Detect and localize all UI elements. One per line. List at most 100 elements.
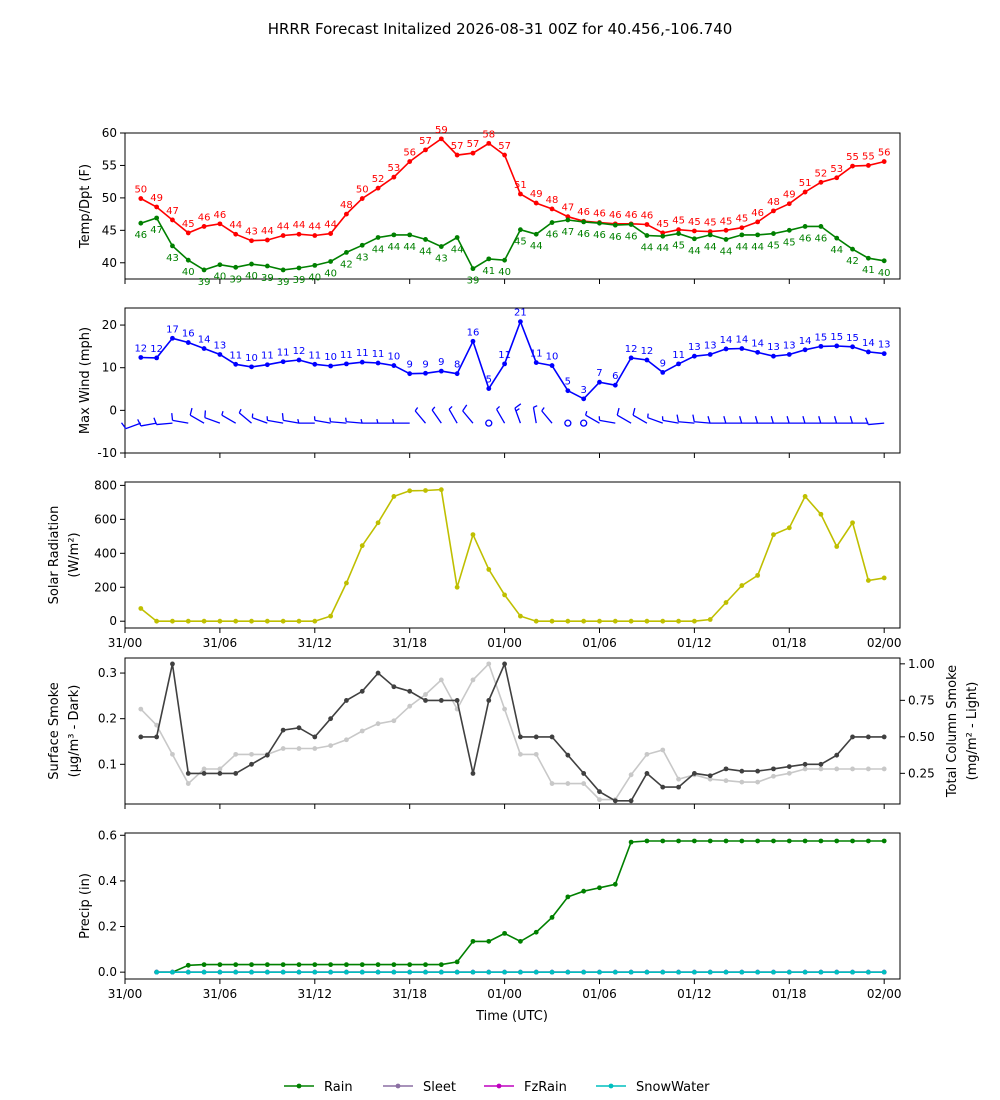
data-label-temp: 51 — [514, 180, 527, 191]
legend-label: SnowWater — [636, 1080, 710, 1095]
wind-barb — [448, 405, 458, 424]
data-point-wind — [201, 346, 207, 351]
data-point-rain — [802, 838, 808, 844]
data-point-snow — [264, 969, 270, 975]
data-point-smoke_column — [739, 779, 745, 785]
data-point-smoke_surface — [818, 761, 824, 767]
data-point-snow — [865, 969, 871, 975]
data-label-temp: 45 — [182, 219, 195, 230]
x-tick-label: 01/00 — [487, 987, 522, 1001]
data-label-temp: 58 — [482, 129, 495, 140]
data-label-dewpoint: 44 — [735, 242, 748, 253]
wind-barb — [661, 416, 679, 424]
x-tick-label: 31/06 — [203, 987, 238, 1001]
data-label-dewpoint: 44 — [641, 243, 654, 254]
wind-barb — [865, 417, 885, 426]
data-point-temp — [154, 204, 160, 210]
y-axis-label: (W/m²) — [67, 532, 82, 577]
data-label-temp: 47 — [166, 206, 179, 217]
data-point-snow — [771, 969, 776, 975]
data-label-dewpoint: 47 — [561, 227, 574, 238]
data-point-smoke_column — [185, 781, 191, 786]
data-point-dewpoint — [739, 232, 745, 238]
legend-label: FzRain — [524, 1080, 567, 1095]
data-point-temp — [486, 140, 492, 146]
data-point-smoke_column — [138, 706, 144, 712]
data-point-smoke_surface — [533, 734, 539, 740]
data-point-rain — [581, 888, 587, 894]
series-line-wind — [140, 319, 885, 400]
data-point-dewpoint — [438, 244, 444, 249]
data-point-snow — [375, 969, 381, 975]
data-label-wind: 11 — [356, 348, 369, 359]
data-point-smoke_column — [755, 779, 761, 785]
data-point-temp — [786, 201, 792, 207]
data-point-temp — [407, 159, 413, 164]
data-point-rain — [786, 838, 792, 844]
data-point-temp — [865, 163, 871, 168]
wind-barb — [414, 407, 427, 424]
data-point-snow — [565, 969, 571, 975]
data-point-wind — [154, 355, 160, 361]
data-point-smoke_surface — [391, 684, 397, 690]
wind-barb — [266, 416, 284, 424]
data-point-wind — [280, 359, 286, 365]
data-label-dewpoint: 41 — [482, 266, 495, 277]
data-label-dewpoint: 45 — [514, 237, 527, 248]
data-point-wind — [565, 388, 571, 394]
data-label-dewpoint: 40 — [182, 267, 195, 278]
data-point-solar — [802, 494, 808, 499]
data-point-wind — [502, 361, 507, 367]
data-point-smoke_surface — [138, 734, 144, 740]
data-label-dewpoint: 44 — [751, 242, 764, 253]
data-point-smoke_surface — [581, 771, 587, 776]
data-label-temp: 51 — [799, 178, 812, 189]
data-point-smoke_surface — [233, 771, 239, 776]
data-point-snow — [660, 969, 666, 975]
data-point-snow — [644, 969, 650, 975]
data-point-wind — [486, 386, 492, 392]
data-point-rain — [201, 962, 207, 968]
data-label-temp: 57 — [498, 141, 511, 152]
x-tick-label: 02/00 — [867, 636, 902, 650]
data-point-temp — [264, 237, 270, 243]
data-label-dewpoint: 43 — [356, 252, 369, 263]
data-point-wind — [707, 352, 713, 357]
wind-barb — [462, 404, 474, 424]
data-label-temp: 44 — [229, 220, 242, 231]
data-label-dewpoint: 46 — [625, 231, 638, 242]
data-point-temp — [138, 196, 144, 201]
data-point-wind — [834, 343, 840, 349]
data-point-solar — [154, 618, 160, 624]
data-label-wind: 14 — [198, 335, 211, 346]
wind-barb — [345, 417, 363, 424]
data-point-solar — [723, 600, 729, 605]
data-label-wind: 11 — [372, 349, 385, 360]
data-point-rain — [739, 838, 745, 844]
data-point-wind — [676, 361, 681, 367]
data-point-rain — [438, 962, 444, 968]
data-label-wind: 15 — [830, 332, 843, 343]
data-point-rain — [518, 938, 523, 944]
data-point-wind — [391, 363, 397, 368]
data-point-smoke_surface — [170, 661, 175, 667]
data-point-wind — [138, 355, 144, 360]
data-point-wind — [786, 352, 792, 357]
data-label-temp: 50 — [134, 185, 147, 196]
data-label-wind: 13 — [783, 340, 796, 351]
y-axis-label: Temp/Dpt (F) — [78, 164, 93, 249]
data-point-dewpoint — [502, 257, 507, 263]
series-rain — [154, 838, 887, 975]
data-point-solar — [502, 592, 507, 598]
data-point-wind — [454, 371, 460, 377]
data-label-wind: 13 — [214, 340, 227, 351]
data-point-wind — [185, 340, 191, 345]
data-point-dewpoint — [850, 246, 855, 252]
data-point-temp — [676, 227, 681, 233]
data-point-smoke_surface — [201, 771, 207, 776]
series-line-smoke_column — [140, 662, 885, 801]
data-point-temp — [549, 206, 555, 212]
data-point-dewpoint — [707, 232, 713, 238]
wind-barb — [137, 419, 157, 427]
data-point-dewpoint — [217, 262, 223, 268]
